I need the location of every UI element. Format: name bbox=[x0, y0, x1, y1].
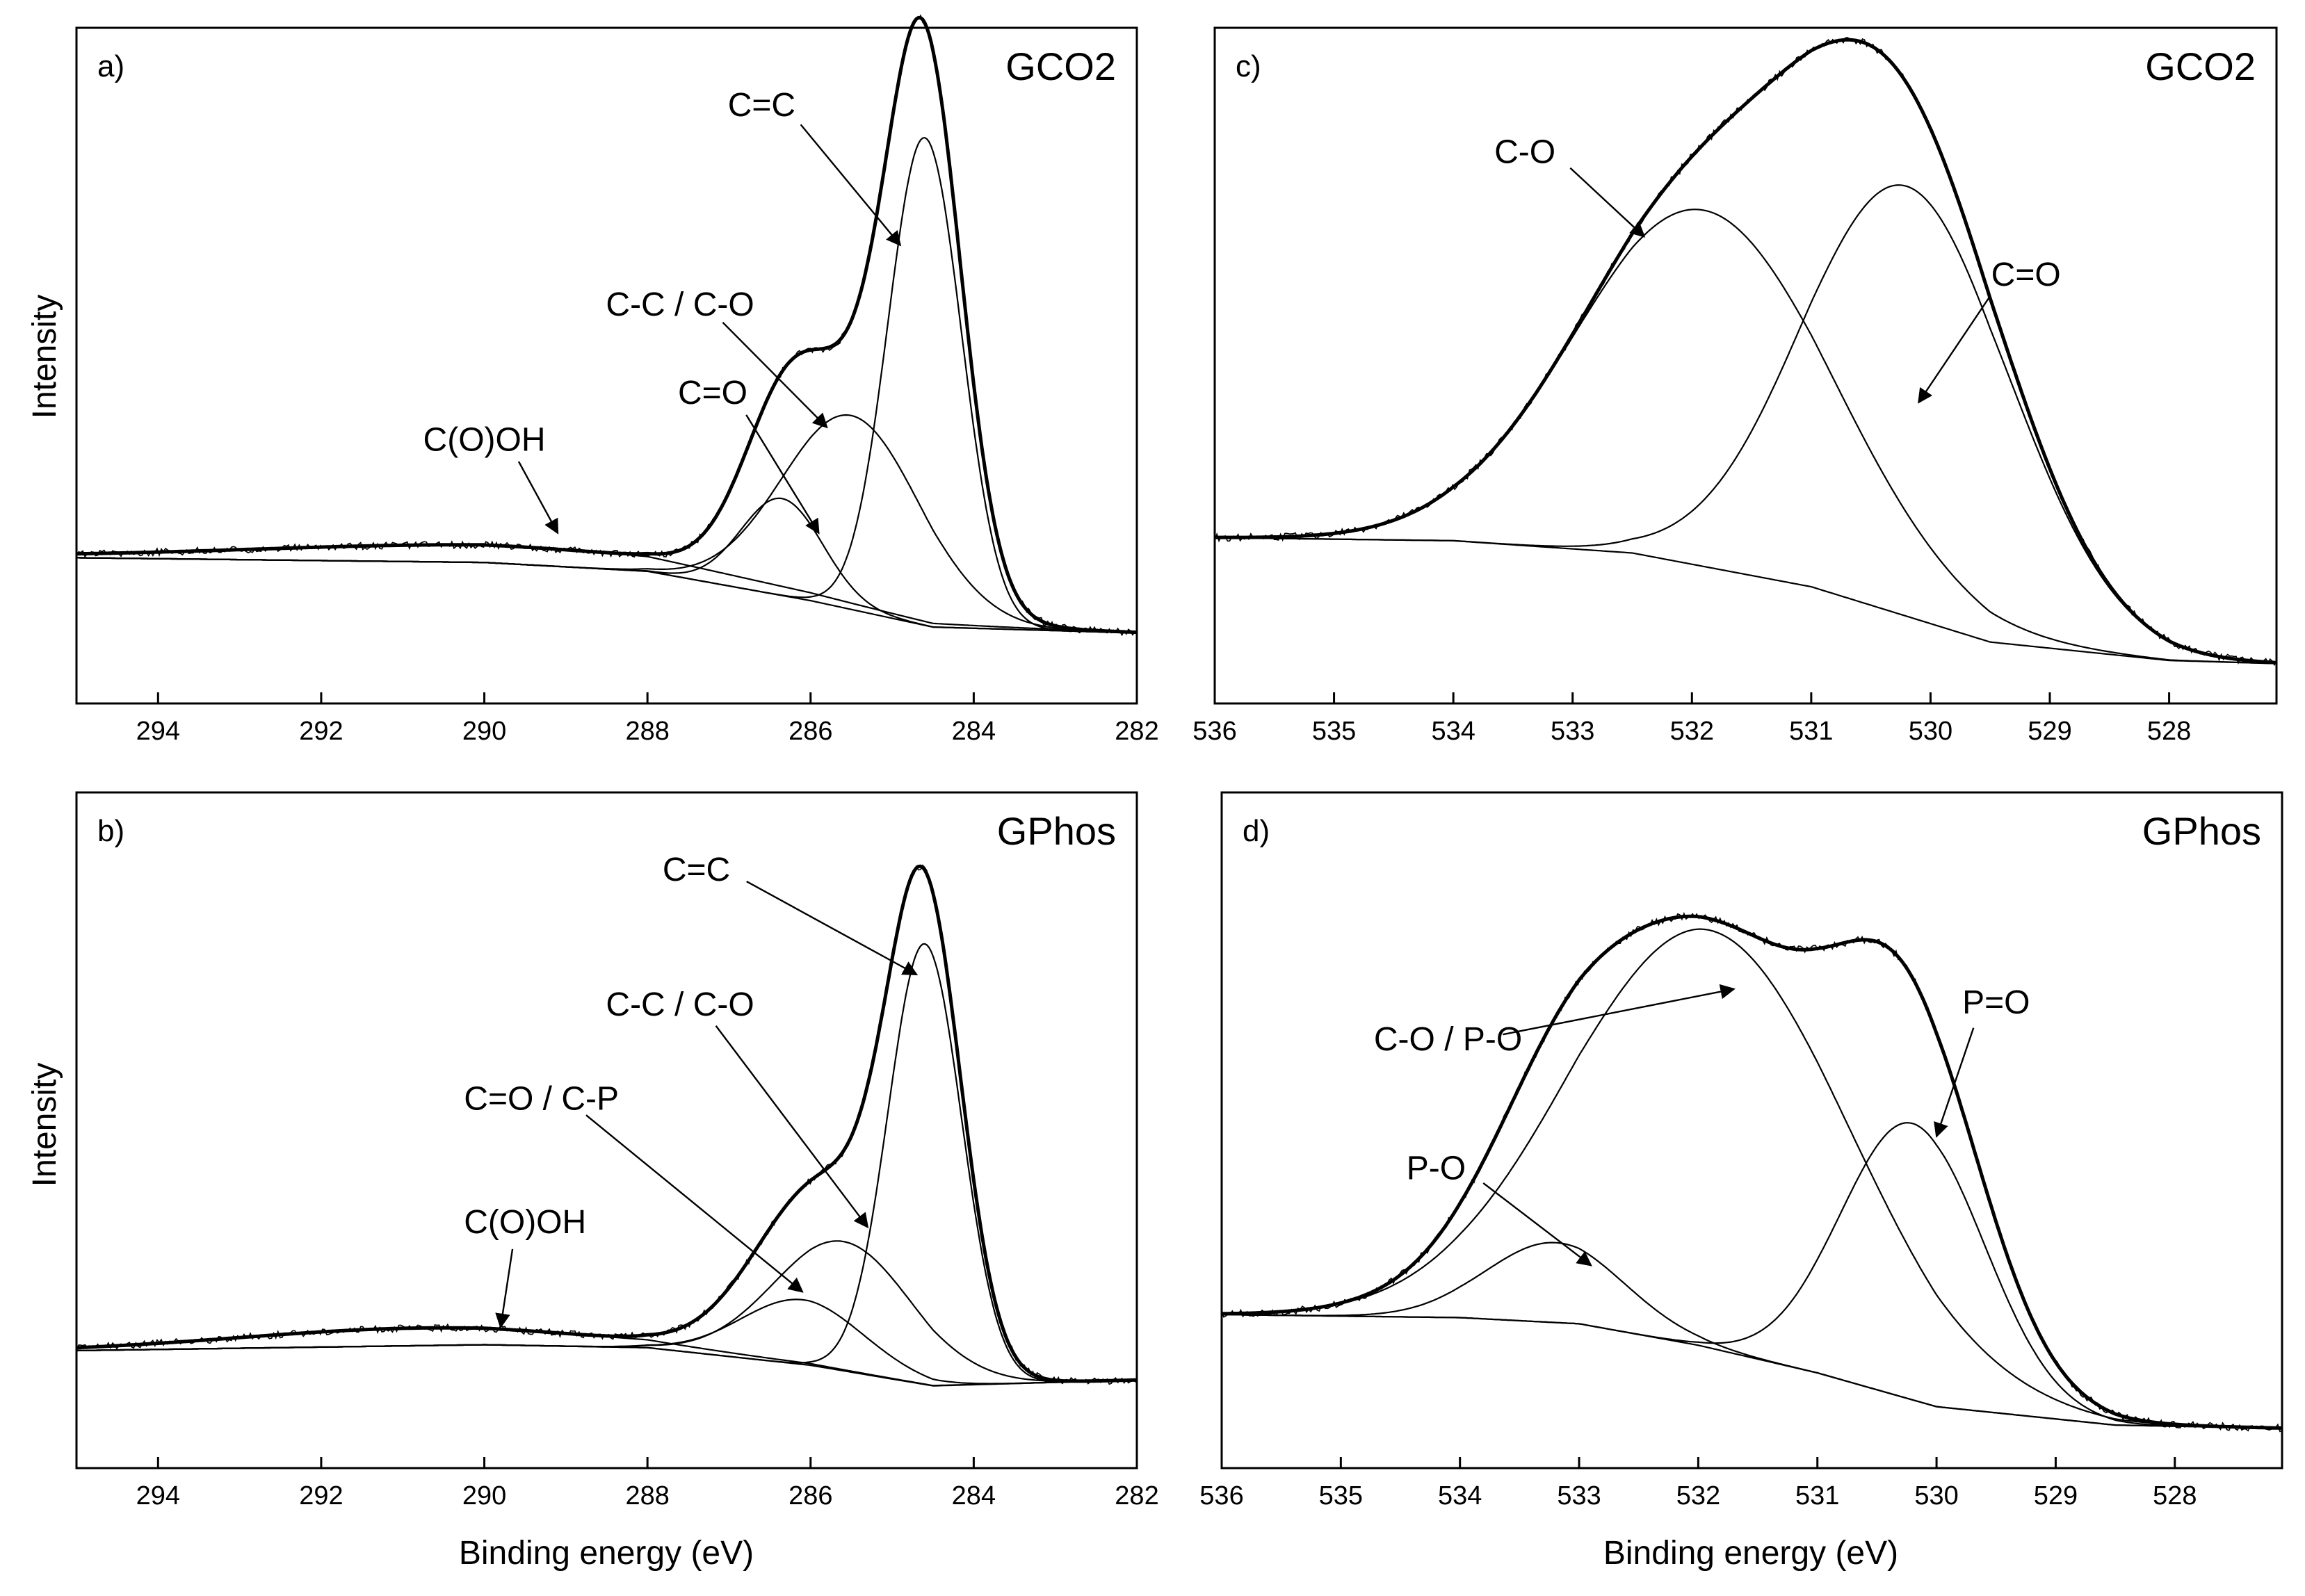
x-tick-label: 536 bbox=[1192, 717, 1236, 746]
panel-c: 536 535 534 533 532 531 530 529 528 c) GCO2 C-O C=O bbox=[1192, 26, 2278, 746]
component-peak bbox=[76, 1298, 1138, 1385]
y-axis-title-bottom: Intensity bbox=[26, 1063, 63, 1187]
raw-spectrum bbox=[1221, 911, 2283, 1433]
annotation-arrow bbox=[1503, 984, 1736, 1036]
component-peak bbox=[76, 136, 1138, 634]
x-tick-label: 531 bbox=[1789, 717, 1833, 746]
x-tick-label: 286 bbox=[788, 717, 832, 746]
x-tick-label: 290 bbox=[462, 717, 506, 746]
peak-annotation: C(O)OH bbox=[423, 422, 546, 459]
x-tick-label: 294 bbox=[136, 1481, 180, 1510]
peak-annotation: C-O / P-O bbox=[1374, 1021, 1522, 1058]
sample-name: GCO2 bbox=[2145, 44, 2256, 88]
panel-label: c) bbox=[1236, 49, 1261, 83]
panel-label: d) bbox=[1243, 814, 1270, 848]
x-tick-label: 534 bbox=[1438, 1481, 1482, 1510]
x-tick-label: 532 bbox=[1670, 717, 1714, 746]
x-tick-label: 532 bbox=[1676, 1481, 1720, 1510]
x-tick-label: 294 bbox=[136, 717, 180, 746]
peak-annotation: C=O / C-P bbox=[464, 1080, 619, 1117]
x-tick-label: 282 bbox=[1115, 717, 1158, 746]
component-peak bbox=[1222, 1241, 2283, 1429]
component-peak bbox=[76, 497, 1138, 634]
axes-frame bbox=[1213, 26, 2278, 705]
x-tick-label: 530 bbox=[1914, 1481, 1958, 1510]
component-peak bbox=[76, 1240, 1138, 1383]
sample-name: GPhos bbox=[2142, 809, 2261, 853]
component-peak bbox=[76, 544, 1138, 633]
peak-annotation: P=O bbox=[1962, 984, 2030, 1021]
axes-frame bbox=[1220, 791, 2283, 1469]
component-peak bbox=[1222, 928, 2282, 1429]
envelope-fit bbox=[1222, 914, 2282, 1430]
raw-spectrum bbox=[76, 864, 1138, 1385]
peak-annotation: P-O bbox=[1407, 1150, 1466, 1187]
peak-annotation: C(O)OH bbox=[464, 1204, 586, 1241]
annotation-arrow bbox=[1934, 1027, 1975, 1138]
component-peak bbox=[76, 414, 1138, 634]
peak-annotation: C=O bbox=[678, 375, 747, 412]
background-line bbox=[1222, 1314, 2283, 1429]
raw-spectrum bbox=[1214, 37, 2277, 667]
x-tick-label: 531 bbox=[1795, 1481, 1839, 1510]
component-peak bbox=[1222, 1122, 2283, 1429]
x-tick-label: 528 bbox=[2147, 717, 2191, 746]
envelope-fit bbox=[1214, 38, 2277, 665]
component-peak bbox=[1214, 184, 2277, 664]
sample-name: GPhos bbox=[997, 809, 1116, 853]
peak-annotation: C=C bbox=[663, 852, 730, 888]
x-tick-label: 282 bbox=[1115, 1481, 1158, 1510]
x-axis-title-right: Binding energy (eV) bbox=[1603, 1535, 1898, 1572]
x-tick-label: 533 bbox=[1557, 1481, 1601, 1510]
annotation-arrow bbox=[746, 880, 919, 976]
peak-annotation: C=C bbox=[728, 87, 795, 124]
x-tick-label: 286 bbox=[788, 1481, 832, 1510]
annotation-arrow bbox=[800, 124, 902, 247]
annotation-arrow bbox=[1482, 1182, 1592, 1267]
envelope-fit bbox=[76, 864, 1138, 1383]
envelope-fit bbox=[76, 15, 1138, 635]
panel-label: b) bbox=[97, 814, 124, 848]
x-tick-label: 528 bbox=[2153, 1481, 2197, 1510]
annotation-arrow bbox=[715, 1025, 869, 1229]
x-tick-label: 529 bbox=[2028, 717, 2071, 746]
annotation-arrow bbox=[1569, 167, 1646, 238]
x-tick-label: 292 bbox=[299, 717, 343, 746]
annotation-arrow bbox=[722, 321, 828, 429]
x-tick-label: 284 bbox=[952, 1481, 996, 1510]
axes-frame bbox=[75, 791, 1138, 1469]
x-tick-label: 535 bbox=[1312, 717, 1356, 746]
peak-annotation: C-C / C-O bbox=[606, 986, 754, 1023]
sample-name: GCO2 bbox=[1005, 44, 1116, 88]
x-axis-title-left: Binding energy (eV) bbox=[459, 1535, 754, 1572]
panel-d: 536 535 534 533 532 531 530 529 528 d) GPhos C-O / … bbox=[1199, 791, 2283, 1510]
panel-b: 294 292 290 288 286 284 282 b) GPhos C=C C-C / C-O… bbox=[75, 791, 1159, 1510]
x-tick-label: 535 bbox=[1319, 1481, 1363, 1510]
x-tick-label: 534 bbox=[1431, 717, 1475, 746]
x-tick-label: 533 bbox=[1551, 717, 1594, 746]
annotation-arrow bbox=[495, 1248, 514, 1329]
peak-annotation: C-O bbox=[1494, 133, 1555, 170]
x-tick-label: 288 bbox=[625, 717, 669, 746]
background-line bbox=[1214, 537, 2277, 665]
x-tick-label: 290 bbox=[462, 1481, 506, 1510]
annotation-arrow bbox=[745, 414, 820, 535]
annotation-arrow bbox=[1918, 295, 1991, 404]
raw-spectrum bbox=[76, 14, 1138, 637]
peak-annotation: C-C / C-O bbox=[606, 286, 754, 323]
x-tick-label: 530 bbox=[1909, 717, 1952, 746]
x-tick-label: 284 bbox=[952, 717, 996, 746]
panel-label: a) bbox=[97, 49, 124, 83]
axes-frame bbox=[75, 26, 1138, 705]
y-axis-title-top: Intensity bbox=[26, 295, 63, 419]
x-tick-label: 288 bbox=[625, 1481, 669, 1510]
x-tick-label: 529 bbox=[2034, 1481, 2078, 1510]
x-tick-label: 292 bbox=[299, 1481, 343, 1510]
annotation-arrow bbox=[517, 461, 559, 535]
x-tick-label: 536 bbox=[1199, 1481, 1243, 1510]
annotation-arrow bbox=[585, 1114, 804, 1293]
panel-a: 294 292 290 288 286 284 282 a) GCO2 C=C C-C / C-O C… bbox=[75, 14, 1159, 746]
peak-annotation: C=O bbox=[1991, 256, 2061, 293]
